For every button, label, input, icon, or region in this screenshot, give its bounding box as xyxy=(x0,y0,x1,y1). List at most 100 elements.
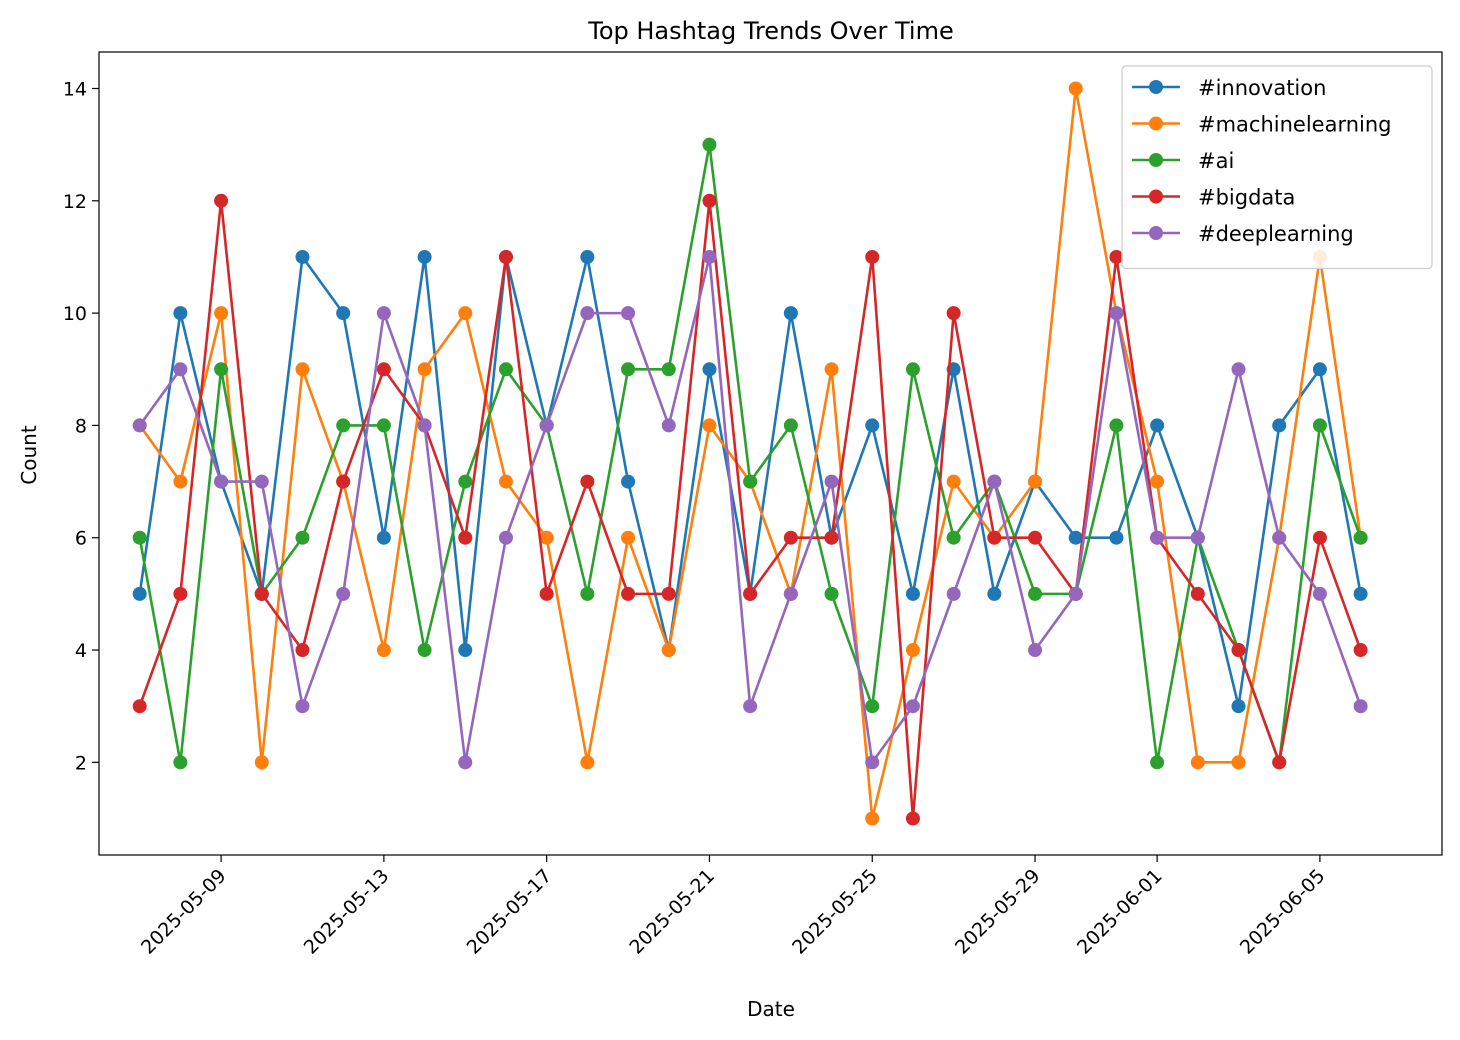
x-tick-label: 2025-05-29 xyxy=(951,865,1045,959)
series-line xyxy=(138,199,1362,820)
legend-item: #bigdata xyxy=(1132,186,1295,210)
data-point xyxy=(376,530,391,545)
data-point xyxy=(214,193,229,208)
data-point xyxy=(783,530,798,545)
chart-title: Top Hashtag Trends Over Time xyxy=(587,17,953,45)
data-point xyxy=(132,418,147,433)
data-point xyxy=(946,586,961,601)
y-tick-label: 8 xyxy=(75,415,87,437)
data-point xyxy=(905,362,920,377)
x-tick-label: 2025-05-13 xyxy=(300,865,394,959)
data-point xyxy=(1028,474,1043,489)
data-point xyxy=(417,418,432,433)
y-tick-label: 12 xyxy=(63,191,87,213)
data-point xyxy=(1353,643,1368,658)
data-point xyxy=(336,418,351,433)
data-point xyxy=(661,362,676,377)
data-point xyxy=(498,530,513,545)
data-point xyxy=(1272,755,1287,770)
data-point xyxy=(254,474,269,489)
data-point xyxy=(702,249,717,264)
data-point xyxy=(1353,699,1368,714)
data-point xyxy=(702,418,717,433)
data-point xyxy=(214,474,229,489)
data-point xyxy=(1312,362,1327,377)
data-point xyxy=(458,755,473,770)
data-point xyxy=(1028,586,1043,601)
legend-item: #deeplearning xyxy=(1132,222,1354,246)
data-point xyxy=(376,418,391,433)
data-point xyxy=(1068,530,1083,545)
y-tick-label: 2 xyxy=(75,752,87,774)
data-point xyxy=(458,530,473,545)
legend-box xyxy=(1121,65,1433,270)
data-point xyxy=(1231,643,1246,658)
data-point xyxy=(295,362,310,377)
data-point xyxy=(987,530,1002,545)
data-point xyxy=(1028,643,1043,658)
x-tick-label: 2025-05-17 xyxy=(463,865,557,959)
y-axis-label: Count xyxy=(17,425,41,485)
data-point xyxy=(173,586,188,601)
data-point xyxy=(458,474,473,489)
data-point xyxy=(824,586,839,601)
data-point xyxy=(132,699,147,714)
data-point xyxy=(173,362,188,377)
data-point xyxy=(1150,418,1165,433)
data-point xyxy=(539,418,554,433)
data-point xyxy=(702,137,717,152)
legend-marker xyxy=(1149,226,1163,240)
data-point xyxy=(580,586,595,601)
data-point xyxy=(865,418,880,433)
data-point xyxy=(173,474,188,489)
legend-item: #innovation xyxy=(1132,76,1326,100)
legend-label: #bigdata xyxy=(1198,186,1295,210)
series-bigdata xyxy=(132,193,1368,826)
data-point xyxy=(824,362,839,377)
data-point xyxy=(1068,81,1083,96)
legend-marker xyxy=(1149,189,1163,204)
series-line xyxy=(138,255,1362,764)
data-point xyxy=(621,474,636,489)
legend-label: #innovation xyxy=(1198,76,1326,100)
data-point xyxy=(376,643,391,658)
data-point xyxy=(1231,755,1246,770)
data-point xyxy=(661,643,676,658)
data-point xyxy=(1272,418,1287,433)
legend-label: #deeplearning xyxy=(1198,222,1354,246)
data-point xyxy=(743,699,758,714)
data-point xyxy=(173,755,188,770)
data-point xyxy=(376,362,391,377)
data-point xyxy=(905,643,920,658)
data-point xyxy=(702,193,717,208)
x-tick-label: 2025-05-09 xyxy=(137,865,231,959)
data-point xyxy=(1109,418,1124,433)
data-point xyxy=(336,306,351,321)
data-point xyxy=(1150,474,1165,489)
data-point xyxy=(539,586,554,601)
data-point xyxy=(905,586,920,601)
x-tick-label: 2025-05-21 xyxy=(625,865,719,959)
data-point xyxy=(1272,530,1287,545)
data-point xyxy=(214,306,229,321)
series-deeplearning xyxy=(132,249,1368,770)
data-point xyxy=(661,586,676,601)
data-point xyxy=(295,699,310,714)
data-point xyxy=(1312,530,1327,545)
x-axis: 2025-05-09 2025-05-13 2025-05-17 2025-05-21… xyxy=(137,855,1329,959)
data-point xyxy=(905,811,920,826)
y-tick-label: 6 xyxy=(75,528,87,550)
x-tick-label: 2025-06-05 xyxy=(1236,865,1330,959)
plot-area xyxy=(132,81,1368,826)
data-point xyxy=(498,362,513,377)
data-point xyxy=(214,362,229,377)
data-point xyxy=(1150,755,1165,770)
data-point xyxy=(1231,699,1246,714)
data-point xyxy=(865,755,880,770)
data-point xyxy=(621,362,636,377)
data-point xyxy=(254,755,269,770)
data-point xyxy=(621,306,636,321)
legend-label: #machinelearning xyxy=(1198,113,1392,137)
x-tick-label: 2025-05-25 xyxy=(788,865,882,959)
data-point xyxy=(1150,530,1165,545)
